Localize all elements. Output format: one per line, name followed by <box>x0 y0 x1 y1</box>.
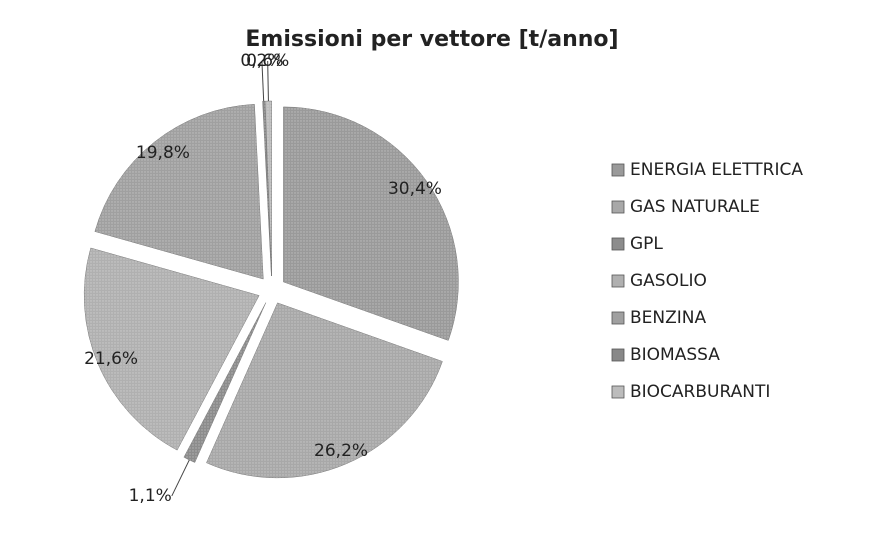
legend-swatch <box>611 348 625 362</box>
slice-texture <box>84 247 260 451</box>
leader-line <box>171 459 190 497</box>
chart-title: Emissioni per vettore [t/anno] <box>245 27 618 52</box>
legend-swatch <box>611 274 625 288</box>
legend-label: BENZINA <box>630 308 706 328</box>
leader-line <box>261 61 265 102</box>
data-label: 0,2% <box>240 51 283 71</box>
legend-swatch <box>611 200 625 214</box>
legend-swatch <box>611 163 625 177</box>
data-label: 30,4% <box>388 179 442 199</box>
legend-label: BIOCARBURANTI <box>630 382 770 402</box>
leader-line <box>267 61 269 102</box>
legend-swatch <box>611 237 625 251</box>
legend-label: BIOMASSA <box>630 345 720 365</box>
slice-texture <box>94 104 264 280</box>
legend-label: GASOLIO <box>630 271 707 291</box>
slice-texture <box>283 106 459 341</box>
data-label: 19,8% <box>136 143 190 163</box>
legend-swatch <box>611 385 625 399</box>
slice-texture <box>265 101 272 277</box>
legend-label: GAS NATURALE <box>630 197 760 217</box>
data-label: 21,6% <box>84 349 138 369</box>
legend-label: GPL <box>630 234 663 254</box>
legend-label: ENERGIA ELETTRICA <box>630 160 803 180</box>
data-label: 0,6% <box>246 51 289 71</box>
legend-swatch <box>611 311 625 325</box>
slice-texture <box>206 302 443 478</box>
slice-texture <box>183 302 266 463</box>
slice-texture <box>262 101 272 277</box>
data-label: 1,1% <box>129 486 172 506</box>
data-label: 26,2% <box>314 441 368 461</box>
